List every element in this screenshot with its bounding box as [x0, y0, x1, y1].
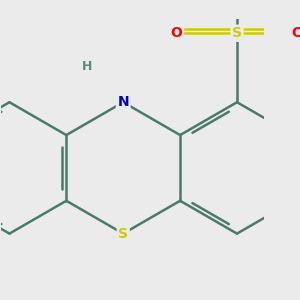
Text: S: S [232, 26, 242, 40]
Text: O: O [171, 26, 182, 40]
Text: O: O [292, 26, 300, 40]
Text: S: S [118, 226, 128, 241]
Text: H: H [82, 60, 92, 73]
Text: N: N [117, 95, 129, 109]
